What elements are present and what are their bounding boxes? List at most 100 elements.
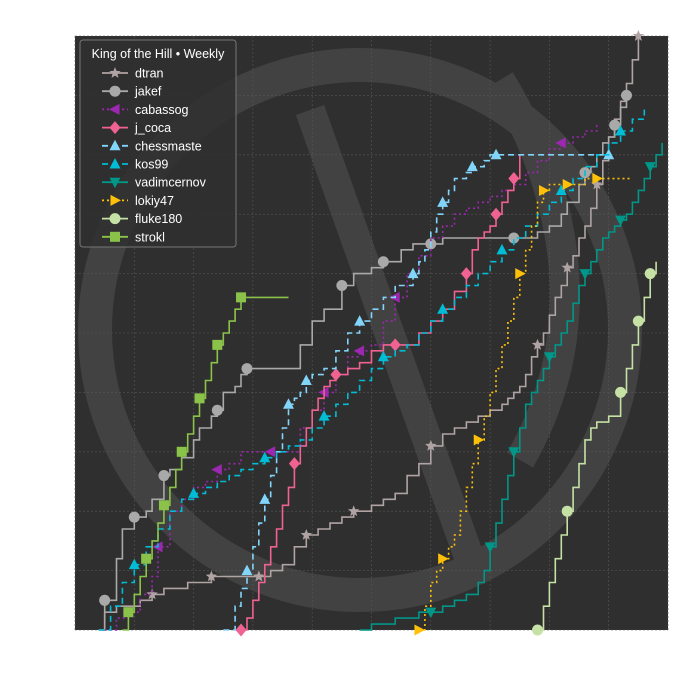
legend-swatch-marker	[109, 213, 121, 225]
legend-label: j_coca	[134, 121, 171, 135]
data-point-dtran	[531, 338, 544, 350]
legend-title: King of the Hill • Weekly	[92, 47, 225, 61]
legend-label: lokiy47	[135, 194, 174, 208]
data-point-vadimcernov	[508, 447, 520, 458]
data-point-fluke180	[532, 624, 544, 636]
data-point-kos99	[259, 451, 271, 463]
data-point-kos99	[318, 410, 330, 421]
data-point-jakef	[508, 232, 520, 244]
legend-swatch-marker	[109, 103, 120, 115]
data-point-strokl	[212, 339, 223, 350]
watermark-knight-curve	[487, 72, 580, 468]
data-point-fluke180	[632, 315, 644, 327]
data-point-lokiy47	[562, 179, 574, 190]
data-point-strokl	[194, 393, 205, 404]
data-point-chessmaste	[490, 148, 502, 160]
legend-swatch-marker	[110, 194, 121, 206]
series-line-j_coca	[241, 154, 521, 631]
legend-item-jakef: jakef	[102, 85, 162, 99]
series-kos99	[98, 107, 646, 631]
legend-swatch-marker	[110, 231, 120, 242]
legend-label: jakef	[134, 85, 162, 99]
data-point-strokl	[158, 500, 169, 511]
data-point-vadimcernov	[615, 215, 627, 227]
data-point-dtran	[253, 570, 265, 582]
data-point-cabassog	[353, 345, 365, 357]
data-point-j_coca	[508, 172, 520, 186]
series-line-kos99	[98, 107, 646, 631]
data-point-strokl	[236, 292, 247, 303]
series-j_coca	[235, 154, 521, 637]
data-point-j_coca	[389, 338, 401, 352]
legend-item-vadimcernov: vadimcernov	[102, 176, 207, 190]
legend-label: chessmaste	[135, 139, 202, 153]
data-point-fluke180	[644, 268, 656, 280]
data-point-vadimcernov	[425, 607, 437, 619]
data-point-strokl	[141, 553, 152, 564]
legend-items: dtran jakef cabassog j_coca chessmaste kos99 v…	[102, 67, 207, 244]
legend-item-lokiy47: lokiy47	[102, 194, 174, 208]
data-point-kos99	[437, 303, 449, 314]
data-point-cabassog	[264, 446, 276, 458]
data-point-j_coca	[330, 368, 342, 382]
data-point-dtran	[632, 30, 645, 41]
data-point-lokiy47	[538, 184, 550, 196]
legend-item-kos99: kos99	[102, 158, 168, 172]
data-point-kos99	[555, 184, 567, 195]
data-point-dtran	[146, 588, 158, 600]
data-point-strokl	[123, 607, 134, 618]
data-point-chessmaste	[437, 196, 449, 207]
data-point-chessmaste	[300, 374, 312, 386]
series-line-chessmaste	[223, 154, 609, 631]
legend-label: cabassog	[135, 103, 189, 117]
series-lokiy47	[414, 173, 633, 636]
data-point-kos99	[496, 243, 508, 255]
data-point-lokiy47	[414, 624, 425, 636]
legend-item-fluke180: fluke180	[102, 212, 182, 226]
data-point-jakef	[609, 119, 621, 131]
data-point-lokiy47	[592, 173, 603, 185]
data-point-j_coca	[460, 267, 472, 281]
data-point-chessmaste	[282, 398, 294, 409]
legend-item-cabassog: cabassog	[102, 103, 189, 117]
data-point-kos99	[188, 487, 200, 498]
series-line-jakef	[98, 95, 628, 631]
data-point-jakef	[336, 279, 348, 291]
data-point-lokiy47	[515, 268, 526, 280]
legend-label: vadimcernov	[135, 176, 207, 190]
legend-item-dtran: dtran	[102, 67, 164, 81]
series-dtran	[98, 30, 645, 631]
series-jakef	[98, 89, 632, 631]
series-strokl	[122, 292, 289, 631]
data-point-jakef	[620, 89, 632, 101]
data-point-vadimcernov	[484, 542, 496, 553]
data-point-dtran	[300, 529, 312, 540]
data-point-jakef	[377, 256, 389, 268]
data-point-j_coca	[490, 207, 502, 221]
data-point-chessmaste	[354, 315, 366, 326]
data-point-cabassog	[555, 137, 566, 149]
data-point-jakef	[241, 363, 253, 375]
data-point-kos99	[128, 558, 140, 570]
data-point-dtran	[591, 178, 603, 190]
data-point-chessmaste	[259, 493, 271, 504]
data-point-lokiy47	[473, 434, 485, 446]
legend-label: kos99	[135, 158, 168, 172]
series-fluke180	[532, 261, 657, 636]
data-point-vadimcernov	[579, 269, 591, 280]
data-point-dtran	[205, 570, 218, 582]
data-point-j_coca	[235, 623, 247, 637]
data-point-j_coca	[288, 457, 300, 471]
data-point-kos99	[377, 350, 389, 362]
legend: King of the Hill • Weekly dtran jakef caba…	[79, 39, 237, 248]
data-point-vadimcernov	[644, 162, 656, 173]
legend-label: dtran	[135, 67, 164, 81]
data-point-kos99	[615, 125, 627, 136]
data-point-dtran	[425, 439, 437, 451]
lichess-knight-watermark	[78, 48, 642, 612]
data-point-lokiy47	[438, 553, 449, 565]
watermark-ring	[78, 48, 642, 612]
legend-swatch-marker	[109, 67, 121, 78]
series-vadimcernov	[359, 142, 663, 631]
